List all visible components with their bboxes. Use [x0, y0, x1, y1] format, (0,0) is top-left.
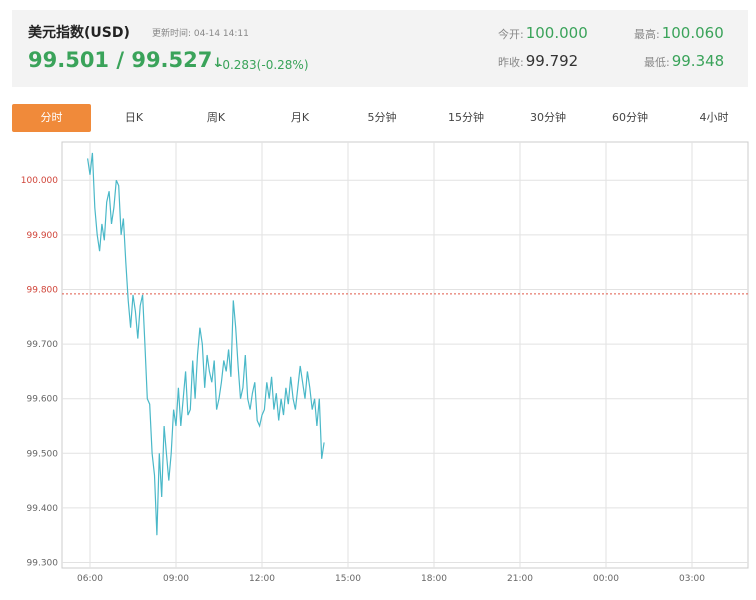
x-tick-label: 21:00: [507, 574, 533, 584]
y-tick-label: 100.000: [21, 176, 58, 186]
tab-daily-k[interactable]: 日K: [124, 111, 144, 124]
y-tick-label: 99.500: [27, 449, 59, 459]
period-tabs: 分时 日K 周K 月K 5分钟 15分钟 30分钟 60分钟 4小时: [12, 104, 748, 132]
y-tick-label: 99.300: [27, 559, 59, 569]
open-stat: 今开: 100.000: [498, 24, 588, 42]
x-tick-label: 03:00: [679, 574, 705, 584]
update-label: 更新时间:: [152, 29, 192, 39]
high-stat: 最高: 100.060: [634, 24, 724, 42]
low-value: 99.348: [671, 52, 725, 70]
high-value: 100.060: [661, 24, 724, 42]
x-tick-label: 18:00: [421, 574, 447, 584]
plot-frame: [61, 141, 749, 569]
bid-ask-price: 99.501 / 99.527↓: [28, 48, 223, 72]
tab-5min[interactable]: 5分钟: [367, 111, 397, 124]
tab-15min[interactable]: 15分钟: [448, 111, 484, 124]
high-label: 最高:: [634, 28, 660, 41]
x-tick-label: 09:00: [163, 574, 189, 584]
low-stat: 最低: 99.348: [644, 52, 724, 70]
x-tick-label: 06:00: [77, 574, 103, 584]
price-change: -0.283(-0.28%): [218, 58, 309, 72]
y-tick-label: 99.700: [27, 340, 59, 350]
tab-weekly-k[interactable]: 周K: [206, 111, 226, 124]
open-value: 100.000: [525, 24, 588, 42]
y-tick-label: 99.600: [27, 395, 59, 405]
tab-4hour[interactable]: 4小时: [699, 111, 729, 124]
open-label: 今开:: [498, 28, 524, 41]
x-tick-label: 00:00: [593, 574, 619, 584]
tab-monthly-k[interactable]: 月K: [290, 111, 310, 124]
price-pair: 99.501 / 99.527: [28, 48, 213, 72]
down-arrow-icon: ↓: [212, 56, 224, 71]
tab-intraday[interactable]: 分时: [12, 104, 91, 132]
instrument-title: 美元指数(USD): [28, 25, 130, 41]
y-tick-label: 99.400: [27, 504, 59, 514]
price-line: [87, 152, 325, 536]
y-tick-label: 99.800: [27, 285, 59, 295]
y-tick-label: 99.900: [27, 231, 59, 241]
tab-30min[interactable]: 30分钟: [530, 111, 566, 124]
prev-close-stat: 昨收: 99.792: [498, 52, 578, 70]
update-value: 04-14 14:11: [193, 29, 249, 39]
x-tick-label: 15:00: [335, 574, 361, 584]
intraday-chart: 100.000 99.900 99.800 99.700 99.600 99.500 99.…: [21, 141, 749, 584]
prev-close-label: 昨收:: [498, 56, 524, 69]
x-tick-label: 12:00: [249, 574, 275, 584]
tab-60min[interactable]: 60分钟: [612, 111, 648, 124]
low-label: 最低:: [644, 56, 670, 69]
update-time: 更新时间: 04-14 14:11: [152, 26, 249, 39]
prev-close-value: 99.792: [525, 52, 579, 70]
quote-header: 美元指数(USD) 更新时间: 04-14 14:11 99.501 / 99.…: [12, 10, 748, 87]
